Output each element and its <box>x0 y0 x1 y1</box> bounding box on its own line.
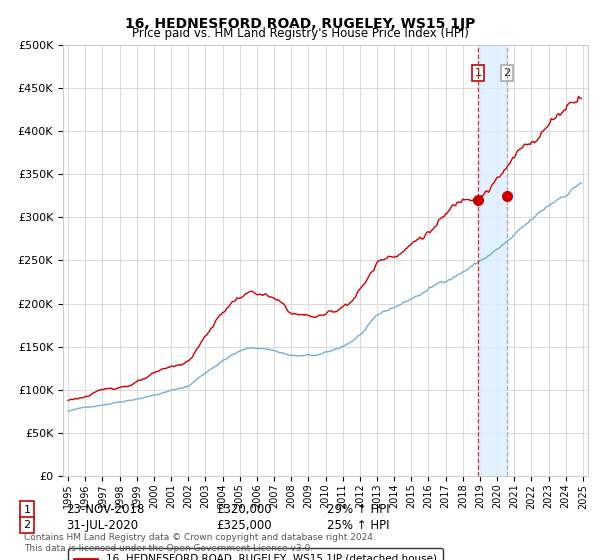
Text: 1: 1 <box>23 505 31 515</box>
Text: 25% ↑ HPI: 25% ↑ HPI <box>327 519 389 532</box>
Text: 16, HEDNESFORD ROAD, RUGELEY, WS15 1JP: 16, HEDNESFORD ROAD, RUGELEY, WS15 1JP <box>125 17 475 31</box>
Text: £325,000: £325,000 <box>216 519 272 532</box>
Text: 1: 1 <box>475 68 482 78</box>
Bar <box>478 45 507 476</box>
Text: 31-JUL-2020: 31-JUL-2020 <box>66 519 138 532</box>
Text: Contains HM Land Registry data © Crown copyright and database right 2024.
This d: Contains HM Land Registry data © Crown c… <box>24 533 376 553</box>
Text: Price paid vs. HM Land Registry's House Price Index (HPI): Price paid vs. HM Land Registry's House … <box>131 27 469 40</box>
Text: 2: 2 <box>23 520 31 530</box>
Text: £320,000: £320,000 <box>216 503 272 516</box>
Text: 2: 2 <box>503 68 511 78</box>
Legend: 16, HEDNESFORD ROAD, RUGELEY, WS15 1JP (detached house), HPI: Average price, det: 16, HEDNESFORD ROAD, RUGELEY, WS15 1JP (… <box>68 548 443 560</box>
Text: 23-NOV-2018: 23-NOV-2018 <box>66 503 145 516</box>
Text: 29% ↑ HPI: 29% ↑ HPI <box>327 503 389 516</box>
